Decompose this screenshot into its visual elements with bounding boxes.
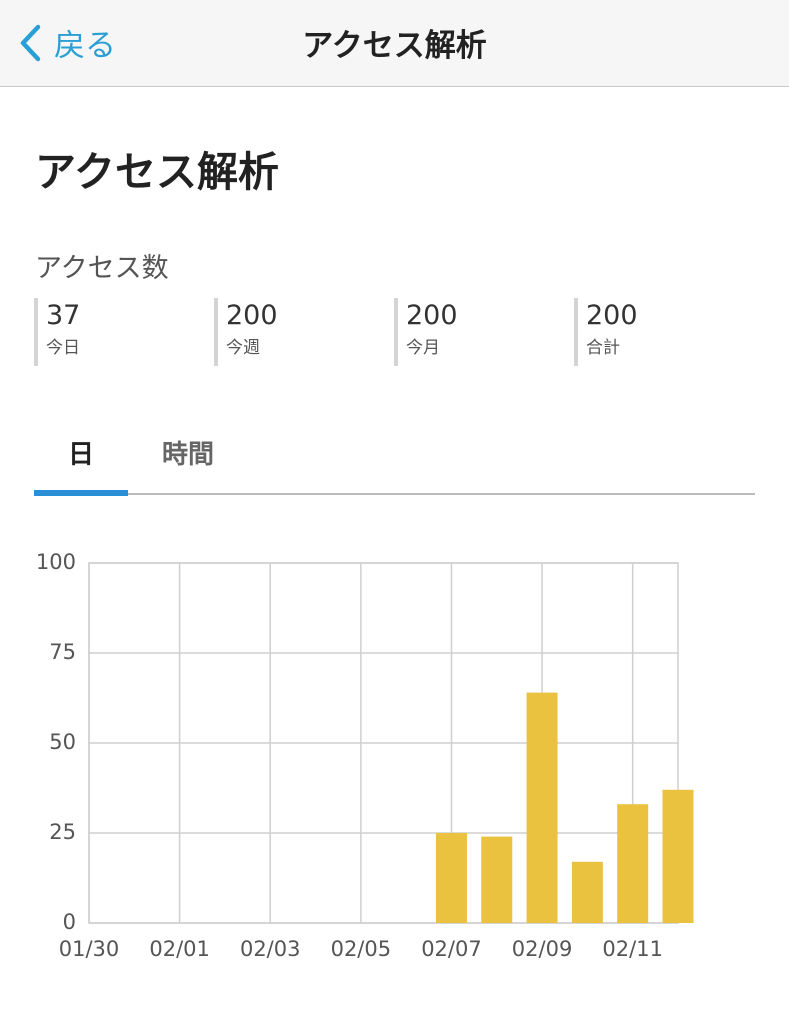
- stat: 200 今週: [214, 298, 278, 366]
- tab-divider: [34, 493, 755, 495]
- y-tick-label: 0: [63, 910, 76, 934]
- x-tick-label: 02/05: [331, 937, 392, 961]
- x-tick-label: 02/03: [240, 937, 301, 961]
- stat-value: 37: [46, 300, 81, 331]
- back-chevron: [20, 24, 41, 61]
- y-tick-label: 25: [49, 820, 76, 844]
- nav-bar: 戻る アクセス解析: [0, 0, 789, 87]
- x-tick-label: 01/30: [59, 937, 120, 961]
- bar: [617, 804, 649, 923]
- chart: 0 25 50 75 100 01/30 02/01 02/03 02/05 02/07 02/09…: [36, 550, 694, 961]
- bar: [662, 789, 694, 923]
- y-tick-label: 75: [49, 640, 76, 664]
- stat-label: 合計: [586, 338, 620, 358]
- bar: [481, 836, 513, 923]
- tab[interactable]: 時間: [162, 440, 215, 470]
- stat: 200 今月: [394, 298, 458, 366]
- bar: [435, 833, 467, 923]
- stat-value: 200: [406, 300, 458, 331]
- tab[interactable]: 日: [68, 440, 95, 470]
- y-tick-label: 50: [49, 730, 76, 754]
- stat-value: 200: [226, 300, 278, 331]
- x-tick-label: 02/09: [512, 937, 573, 961]
- x-tick-label: 02/01: [149, 937, 210, 961]
- tab-indicator: [34, 490, 128, 496]
- stat-label: 今日: [46, 338, 80, 358]
- back-button[interactable]: 戻る: [18, 20, 116, 65]
- page-title: アクセス解析: [35, 148, 279, 196]
- bar: [571, 861, 603, 923]
- x-tick-label: 02/11: [602, 937, 663, 961]
- y-tick-label: 100: [36, 550, 76, 574]
- bar: [526, 692, 558, 923]
- stat-label: 今月: [406, 338, 440, 358]
- back-label: 戻る: [54, 28, 116, 64]
- stat-label: 今週: [226, 338, 260, 358]
- stat-value: 200: [586, 300, 638, 331]
- stat: 37 今日: [34, 298, 80, 366]
- nav-title: アクセス解析: [302, 28, 487, 64]
- x-tick-label: 02/07: [421, 937, 482, 961]
- stat: 200 合計: [574, 298, 638, 366]
- stats-heading: アクセス数: [35, 253, 169, 284]
